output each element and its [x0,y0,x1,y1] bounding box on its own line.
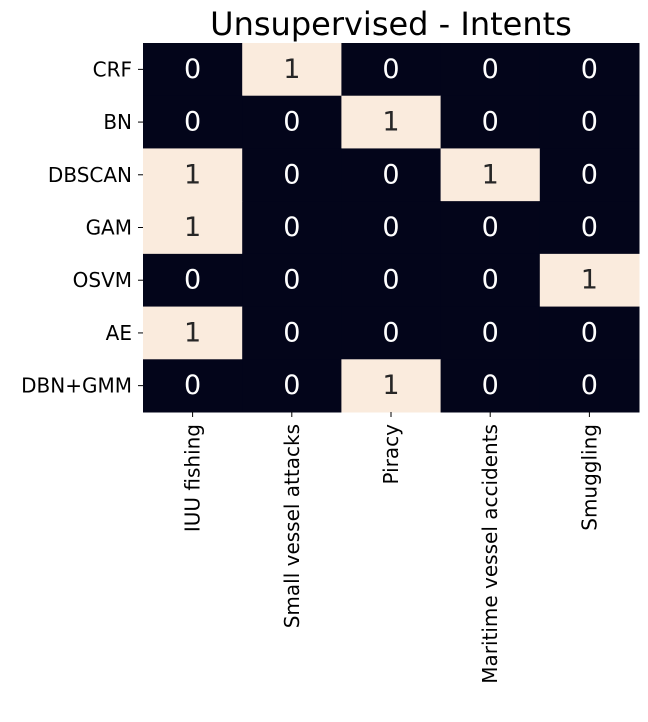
cell-value-label: 1 [184,317,201,348]
cell-value-label: 0 [581,107,598,138]
heatmap-cell [143,201,243,255]
cell-value-label: 0 [184,370,201,401]
cell-value-label: 0 [382,54,399,85]
cell-value-label: 0 [283,265,300,296]
heatmap-cell [539,43,640,97]
heatmap-cell [341,306,442,360]
y-tick-label: BN [103,110,132,134]
x-axis: IUU fishing Small vessel attacks Piracy Mar… [181,412,601,684]
heatmap-cell [341,201,442,255]
heatmap-cell [242,95,342,149]
heatmap-cell [341,95,442,149]
y-tick-label: CRF [93,57,132,81]
heatmap-cell [539,306,640,360]
heatmap-cell [341,148,442,202]
cell-value-label: 1 [482,159,499,190]
y-tick-label: DBSCAN [48,163,132,187]
cell-value-label: 0 [382,317,399,348]
heatmap-cell [242,253,342,308]
heatmap-cell [539,201,640,255]
heatmap-cell [242,43,342,97]
y-tick-label: GAM [86,216,132,240]
cell-value-label: 0 [581,54,598,85]
cell-value-label: 0 [482,54,499,85]
heatmap-cell [242,201,342,255]
cell-value-label: 0 [184,107,201,138]
cell-value-label: 1 [184,159,201,190]
x-tick-label: Smuggling [577,424,601,531]
heatmap-cell [440,253,541,308]
heatmap-cell [143,95,243,149]
y-tick-label: DBN+GMM [21,374,132,398]
cell-value-label: 0 [283,107,300,138]
cell-value-label: 0 [581,370,598,401]
cell-value-label: 0 [581,212,598,243]
cell-value-label: 1 [283,54,300,85]
x-tick-label: Piracy [379,424,403,485]
heatmap-cell [539,253,640,308]
heatmap-cell [440,306,541,360]
x-tick-label: Small vessel attacks [280,424,304,628]
heatmap-cell [341,359,442,413]
cell-value-label: 0 [482,212,499,243]
cell-value-label: 0 [482,107,499,138]
heatmap-cell [440,43,541,97]
x-tick-label: Maritime vessel accidents [478,424,502,684]
heatmap-cell [143,148,243,202]
cell-value-label: 0 [184,54,201,85]
cell-value-label: 1 [382,370,399,401]
x-tick-label: IUU fishing [181,424,205,532]
heatmap-cell [440,359,541,413]
y-tick-label: AE [106,321,132,345]
heatmap-cell [539,359,640,413]
heatmap-cell [143,43,243,97]
heatmap-cell [242,148,342,202]
cell-value-label: 0 [184,265,201,296]
cell-value-label: 0 [581,317,598,348]
heatmap-cell [440,201,541,255]
cell-value-label: 0 [482,317,499,348]
chart-title: Unsupervised - Intents [210,5,572,43]
cell-value-label: 0 [283,212,300,243]
cell-value-label: 0 [382,265,399,296]
heatmap-cell [242,306,342,360]
heatmap-cell [143,359,243,413]
heatmap-cell [539,95,640,149]
heatmap-cell [341,43,442,97]
heatmap-cell [440,148,541,202]
heatmap-cell [539,148,640,202]
cell-value-label: 0 [382,159,399,190]
cell-value-label: 0 [283,317,300,348]
cell-value-label: 1 [184,212,201,243]
cell-value-label: 0 [283,159,300,190]
heatmap-cells: 0 1 0 0 0 0 0 1 0 0 1 0 0 1 0 1 0 0 0 0 0 0 0 0 1 1 0 0 0 0 0 0 1 0 0 [143,43,640,413]
y-tick-label: OSVM [73,268,132,292]
cell-value-label: 0 [482,265,499,296]
heatmap-cell [242,359,342,413]
cell-value-label: 0 [382,212,399,243]
heatmap-cell [341,253,442,308]
cell-value-label: 0 [482,370,499,401]
cell-value-label: 0 [283,370,300,401]
heatmap-cell [440,95,541,149]
heatmap-cell [143,306,243,360]
heatmap-cell [143,253,243,308]
cell-value-label: 1 [382,107,399,138]
cell-value-label: 1 [581,265,598,296]
cell-value-label: 0 [581,159,598,190]
y-axis: CRF BN DBSCAN GAM OSVM AE DBN+GMM [21,57,143,398]
